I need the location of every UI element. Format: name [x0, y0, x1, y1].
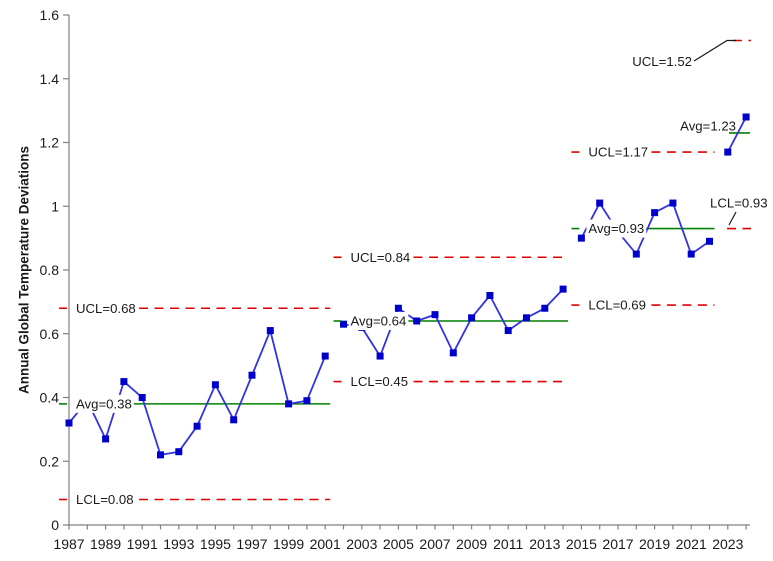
- limit-label: UCL=0.68: [76, 301, 136, 316]
- y-tick-label: 0: [51, 517, 59, 533]
- x-tick-label: 1989: [90, 536, 121, 552]
- phase-1-data-point: [321, 352, 329, 360]
- x-tick-label: 1997: [236, 536, 267, 552]
- x-tick-label: 1987: [53, 536, 84, 552]
- limit-label: LCL=0.69: [588, 298, 646, 313]
- phase-4-data-point: [742, 113, 750, 121]
- phase-2-labels: UCL=0.84 Avg=0.64 LCL=0.45: [333, 248, 413, 391]
- x-tick-label: 1995: [200, 536, 231, 552]
- phase-3-labels: UCL=1.17 Avg=0.93 LCL=0.69: [571, 143, 651, 315]
- limit-label-bg: [348, 372, 411, 391]
- limit-label-bg: [586, 219, 647, 238]
- limit-label-bg: [74, 394, 134, 413]
- phase-3-data-point: [687, 250, 695, 258]
- y-axis-title: Annual Global Temperature Deviations: [17, 146, 32, 394]
- x-tick-label: 2021: [676, 536, 707, 552]
- phase-2-data-point: [504, 327, 512, 335]
- y-tick-label: 0.4: [40, 390, 60, 406]
- phase-2-data-point: [340, 320, 347, 328]
- limit-label-bg: [348, 248, 413, 267]
- phase-2-data-point: [486, 292, 494, 299]
- limit-label-bg: [586, 296, 648, 315]
- callout-leader-line: [728, 211, 737, 226]
- x-tick-label: 2001: [310, 536, 341, 552]
- x-tick-label: 2007: [419, 536, 450, 552]
- y-tick-label: 1.2: [40, 135, 60, 151]
- y-tick-label: 1.6: [40, 7, 60, 23]
- phase-1-data-point: [248, 371, 256, 379]
- phase-2-data-point: [413, 317, 421, 325]
- x-tick-label: 1991: [127, 536, 158, 552]
- phase-1-data-point: [193, 422, 201, 430]
- phase-2-data-point: [559, 285, 567, 293]
- limit-label: LCL=0.08: [76, 492, 134, 507]
- phase-1-data-point: [266, 327, 274, 335]
- phase-1-data-point: [157, 451, 164, 459]
- phase-2-data-point: [523, 314, 530, 322]
- phase-2-data-point: [431, 311, 439, 319]
- phase-4-data-point: [724, 148, 732, 156]
- x-tick-label: 2011: [493, 536, 523, 552]
- x-tick-label: 2019: [639, 536, 670, 552]
- phase-1-data-point: [102, 435, 110, 443]
- limit-label: UCL=0.84: [351, 250, 411, 265]
- phase-1-data-point: [211, 381, 219, 389]
- phase-3-data-point: [669, 199, 677, 207]
- lcl-callout-label: LCL=0.93: [710, 196, 768, 211]
- phase-3-data-point: [577, 234, 585, 242]
- phase-1-data-point: [65, 419, 73, 427]
- y-axis-title-text: Annual Global Temperature Deviations: [17, 146, 32, 394]
- x-tick-label: 2023: [712, 536, 743, 552]
- x-tick-label: 2013: [529, 536, 560, 552]
- x-tick-label: 2017: [602, 536, 633, 552]
- phase-2-data-point: [394, 304, 402, 312]
- x-tick-label: 2003: [346, 536, 377, 552]
- phase-1-data-point: [285, 400, 293, 408]
- y-tick-label: 1.4: [40, 71, 60, 87]
- phase-3-data-point: [706, 237, 713, 245]
- y-tick-label: 1: [51, 198, 59, 214]
- limit-label: Avg=0.64: [351, 314, 407, 329]
- callout-leader-line: [693, 39, 736, 62]
- phase-1-data-point: [120, 378, 128, 386]
- ucl-callout-label: UCL=1.52: [632, 54, 692, 69]
- phase-3-data-point: [596, 199, 604, 207]
- x-tick-label: 2005: [383, 536, 414, 552]
- phase-3-data-point: [651, 209, 659, 217]
- phase-4-labels: UCL=1.52 Avg=1.23 LCL=0.93: [632, 39, 768, 226]
- phase-2-data-point: [376, 352, 384, 360]
- phase-4-series-line: [727, 116, 747, 153]
- phase-1-data-point: [138, 394, 146, 401]
- x-tick-label: 2009: [456, 536, 487, 552]
- y-tick-label: 0.6: [40, 326, 60, 342]
- x-tick-label: 1993: [163, 536, 194, 552]
- axes: 0 0.2 0.4 0.6 0.8 1 1.2 1.4 1.6 1987 1989 1991 1993 1…: [40, 7, 750, 552]
- phase-1-data-point: [303, 397, 311, 405]
- limit-label-bg: [586, 143, 651, 162]
- phase-1-data-point: [230, 416, 238, 424]
- limit-label-bg: [348, 312, 409, 330]
- limit-label-bg: [74, 490, 136, 509]
- y-tick-label: 0.2: [40, 453, 60, 469]
- x-tick-label: 2015: [566, 536, 597, 552]
- phase-2-data-point: [541, 304, 549, 312]
- avg-callout-label: Avg=1.23: [680, 119, 736, 134]
- phase-3-data-point: [632, 250, 640, 258]
- limit-label: UCL=1.17: [588, 145, 648, 160]
- limit-label-bg: [74, 299, 138, 318]
- phase-2-data-point: [449, 349, 457, 357]
- limit-label: LCL=0.45: [351, 374, 409, 389]
- phase-2-data-point: [468, 314, 476, 322]
- x-tick-label: 1999: [273, 536, 304, 552]
- limit-label: Avg=0.38: [76, 396, 132, 411]
- phase-1-data-point: [175, 448, 183, 456]
- y-tick-label: 0.8: [40, 262, 60, 278]
- limit-label: Avg=0.93: [588, 221, 644, 236]
- phase-1-labels: UCL=0.68 Avg=0.38 LCL=0.08: [59, 299, 138, 509]
